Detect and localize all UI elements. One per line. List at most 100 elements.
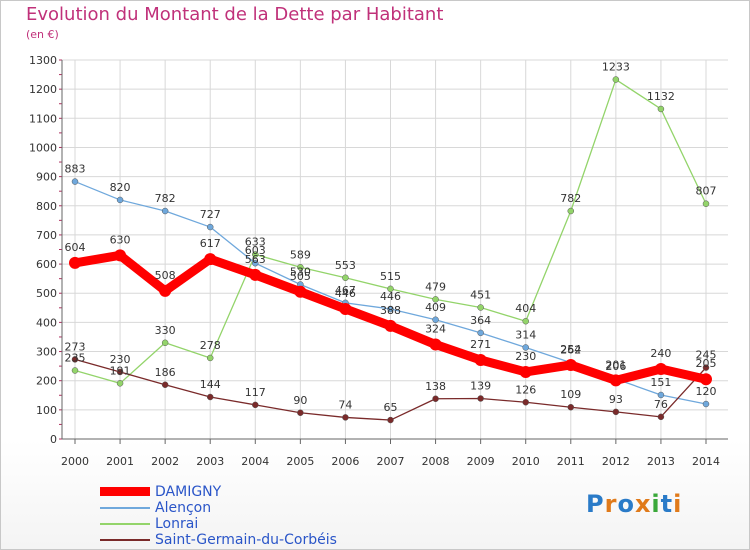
data-label: 446 xyxy=(335,287,356,300)
data-label: 271 xyxy=(470,338,491,351)
data-label: 617 xyxy=(200,237,221,250)
data-point xyxy=(116,368,124,376)
logo-letter: r xyxy=(604,490,618,518)
legend-swatch-damigny xyxy=(100,487,150,496)
data-labels: 6046305086175635054463883242712302542012… xyxy=(65,61,717,415)
data-point xyxy=(522,317,529,325)
data-label: 235 xyxy=(65,351,86,364)
y-tick-label: 500 xyxy=(36,287,57,300)
legend-label-saint-germain: Saint-Germain-du-Corbéis xyxy=(155,532,337,548)
data-label: 314 xyxy=(515,328,536,341)
legend-label-alencon: Alençon xyxy=(155,500,212,516)
data-point xyxy=(69,256,81,269)
data-point xyxy=(522,344,529,351)
data-point xyxy=(432,316,439,324)
data-label: 553 xyxy=(335,259,356,272)
x-tick-label: 2009 xyxy=(467,455,495,468)
data-point xyxy=(71,178,79,185)
data-label: 563 xyxy=(245,253,266,266)
x-tick-label: 2000 xyxy=(61,455,89,468)
data-label: 278 xyxy=(200,339,221,352)
y-tick-label: 400 xyxy=(36,316,57,329)
data-point xyxy=(252,401,259,409)
data-label: 240 xyxy=(650,347,671,360)
data-point xyxy=(429,338,442,351)
logo-letter: x xyxy=(634,490,652,518)
x-tick-label: 2004 xyxy=(241,455,269,468)
data-point xyxy=(702,400,710,408)
data-label: 201 xyxy=(605,358,626,371)
y-tick-label: 100 xyxy=(36,404,57,417)
x-tick-label: 2007 xyxy=(377,455,405,468)
data-point xyxy=(252,259,259,267)
data-point xyxy=(249,268,262,281)
y-tick-label: 1200 xyxy=(29,83,57,96)
data-point xyxy=(204,253,217,266)
logo-letter: i xyxy=(673,490,683,518)
data-label: 530 xyxy=(290,265,311,278)
chart-title: Evolution du Montant de la Dette par Hab… xyxy=(26,4,444,25)
chart-unit: (en €) xyxy=(26,28,59,41)
x-tick-label: 2011 xyxy=(557,455,585,468)
data-label: 515 xyxy=(380,270,401,283)
data-label: 139 xyxy=(470,379,491,392)
data-label: 206 xyxy=(605,360,626,373)
data-label: 74 xyxy=(338,398,352,411)
data-label: 324 xyxy=(425,323,446,336)
series-layer xyxy=(69,76,712,424)
data-label: 505 xyxy=(290,270,311,283)
data-label: 120 xyxy=(696,385,717,398)
data-label: 230 xyxy=(110,353,131,366)
data-point xyxy=(206,354,214,362)
data-point xyxy=(387,285,394,293)
data-point xyxy=(612,76,620,83)
data-point xyxy=(432,296,439,303)
data-label: 144 xyxy=(200,378,221,391)
y-tick-label: 900 xyxy=(36,171,57,184)
data-point xyxy=(654,363,667,376)
data-point xyxy=(477,395,484,402)
data-point xyxy=(567,207,575,215)
data-point xyxy=(612,408,620,416)
data-label: 65 xyxy=(384,401,398,414)
data-point xyxy=(700,373,712,386)
logo-letter: o xyxy=(617,490,635,518)
data-label: 1132 xyxy=(647,90,675,103)
y-tick-label: 300 xyxy=(36,346,57,359)
data-point xyxy=(609,374,622,387)
data-point xyxy=(116,196,124,204)
data-point xyxy=(161,339,169,347)
grid xyxy=(62,59,728,440)
data-point xyxy=(564,358,577,371)
data-point xyxy=(474,353,487,366)
data-point xyxy=(116,380,124,387)
y-tick-label: 1100 xyxy=(29,112,57,125)
legend-swatch-alencon xyxy=(100,507,150,509)
data-label: 633 xyxy=(245,235,266,248)
data-point xyxy=(342,274,349,282)
data-point xyxy=(567,403,575,411)
data-point xyxy=(432,395,439,403)
data-point xyxy=(339,302,352,315)
data-label: 90 xyxy=(293,394,307,407)
proxiti-logo: Proxiti xyxy=(586,490,682,518)
data-point xyxy=(206,223,214,231)
y-tick-label: 200 xyxy=(36,375,57,388)
data-label: 451 xyxy=(470,289,491,302)
data-label: 273 xyxy=(65,340,86,353)
data-label: 76 xyxy=(654,398,668,411)
y-tick-label: 0 xyxy=(50,433,57,446)
data-label: 93 xyxy=(609,393,623,406)
data-point xyxy=(519,365,532,378)
logo-letter: i xyxy=(651,490,661,518)
data-point xyxy=(387,416,394,424)
data-point xyxy=(114,249,127,262)
data-point xyxy=(477,304,484,311)
data-label: 330 xyxy=(155,324,176,337)
data-label: 782 xyxy=(560,192,581,205)
data-point xyxy=(657,391,665,399)
data-label: 467 xyxy=(335,284,356,297)
data-point xyxy=(342,414,349,421)
data-label: 479 xyxy=(425,280,446,293)
